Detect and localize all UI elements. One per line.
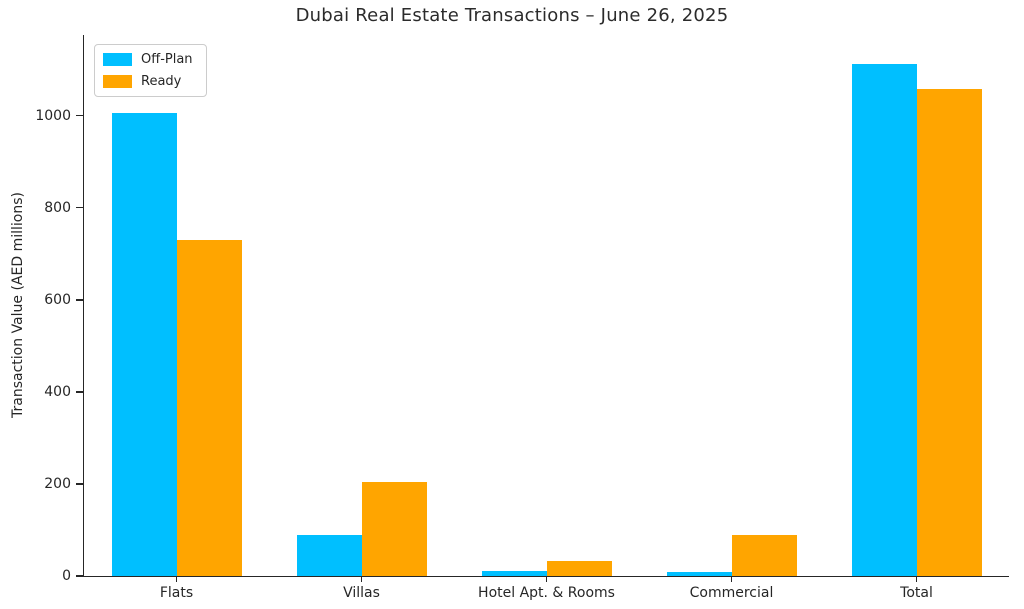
y-tick-label: 200 (44, 475, 71, 492)
bar-ready-commercial (731, 534, 797, 576)
plot-area: Off-Plan Ready 0 200 400 600 800 1000 Flats Vill… (35, 35, 1009, 601)
y-tick-mark (76, 575, 83, 577)
legend-swatch-icon (103, 53, 132, 66)
x-tick-label-flats: Flats (159, 585, 194, 601)
y-tick-label: 600 (44, 291, 71, 308)
bar-off-plan-commercial (666, 572, 732, 576)
y-tick-mark (76, 114, 83, 117)
y-tick-label: 800 (44, 199, 71, 216)
bar-ready-hotel-apt-rooms (546, 561, 612, 576)
bar-off-plan-hotel-apt-rooms (481, 571, 547, 576)
y-tick-mark (76, 206, 83, 209)
bar-ready-villas (361, 481, 427, 576)
chart-title: Dubai Real Estate Transactions – June 26… (295, 5, 729, 26)
y-tick-label: 0 (62, 568, 71, 584)
y-tick-label: 1000 (35, 107, 71, 124)
bar-ready-total (916, 89, 982, 576)
y-tick-mark (76, 298, 83, 301)
legend: Off-Plan Ready (94, 44, 207, 97)
x-tick-mark (915, 576, 918, 582)
y-tick-label: 400 (44, 383, 71, 400)
y-tick-mark (76, 391, 83, 393)
x-tick-label-villas: Villas (343, 585, 380, 601)
x-tick-mark (175, 576, 178, 582)
legend-swatch-icon (103, 75, 132, 88)
bar-off-plan-total (851, 63, 917, 576)
legend-item-off-plan: Off-Plan (103, 52, 193, 67)
y-tick-mark (76, 483, 83, 485)
x-tick-mark (730, 576, 733, 582)
legend-label: Ready (141, 74, 182, 89)
y-axis-label: Transaction Value (AED millions) (10, 192, 26, 418)
x-tick-label-total: Total (900, 585, 933, 601)
x-tick-label-hotel-apt-rooms: Hotel Apt. & Rooms (478, 585, 615, 601)
bar-off-plan-villas (296, 534, 362, 576)
bar-ready-flats (176, 239, 242, 576)
x-tick-mark (360, 576, 363, 582)
x-tick-mark (545, 576, 548, 582)
legend-item-ready: Ready (103, 74, 193, 89)
bar-off-plan-flats (111, 113, 177, 576)
legend-label: Off-Plan (141, 52, 193, 67)
x-tick-label-commercial: Commercial (689, 585, 774, 601)
